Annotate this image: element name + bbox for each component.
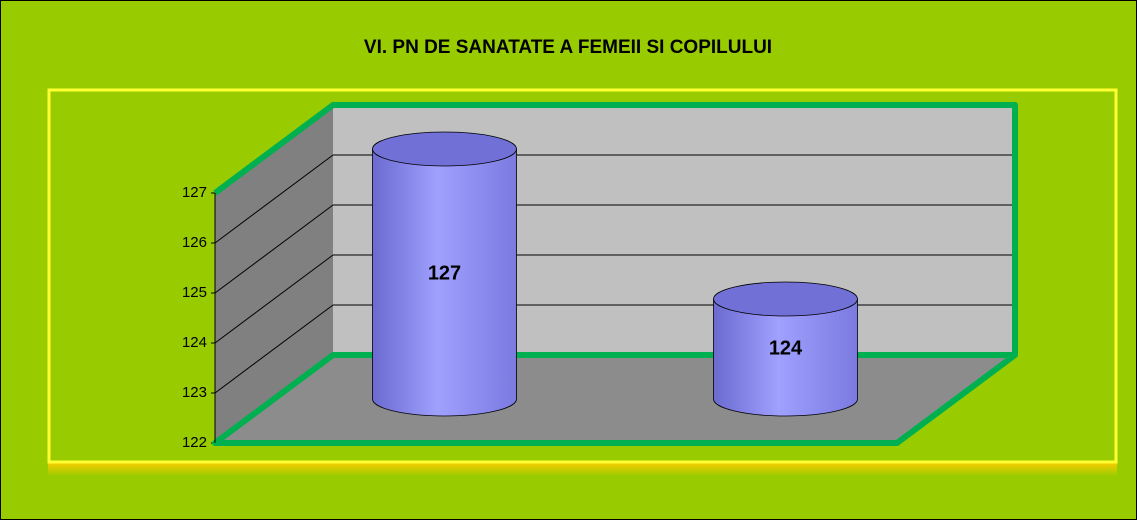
y-tick-label: 127 <box>182 184 207 201</box>
bar-part <box>372 148 517 417</box>
grid-line <box>214 204 334 294</box>
y-tick-label: 123 <box>182 384 207 401</box>
grid-line <box>214 254 334 344</box>
grid-line <box>214 154 334 244</box>
plot-frame <box>47 88 1118 464</box>
y-tick-label: 124 <box>182 334 207 351</box>
y-tick-label: 125 <box>182 284 207 301</box>
data-label: 127 <box>428 262 461 284</box>
grid-line <box>214 304 334 394</box>
bar-part <box>713 298 858 417</box>
frame-edge <box>212 102 1018 446</box>
data-label: 124 <box>769 337 803 359</box>
y-tick-label: 122 <box>182 434 207 451</box>
bar-part <box>372 131 517 167</box>
y-tick-label: 126 <box>182 234 207 251</box>
floor <box>215 355 1015 443</box>
bar-part <box>713 281 858 317</box>
chart-title: VI. PN DE SANATATE A FEMEII SI COPILULUI <box>364 37 772 58</box>
bar <box>372 131 517 417</box>
plot-shadow <box>48 462 1117 476</box>
side-wall <box>215 105 333 443</box>
bar <box>713 281 858 417</box>
